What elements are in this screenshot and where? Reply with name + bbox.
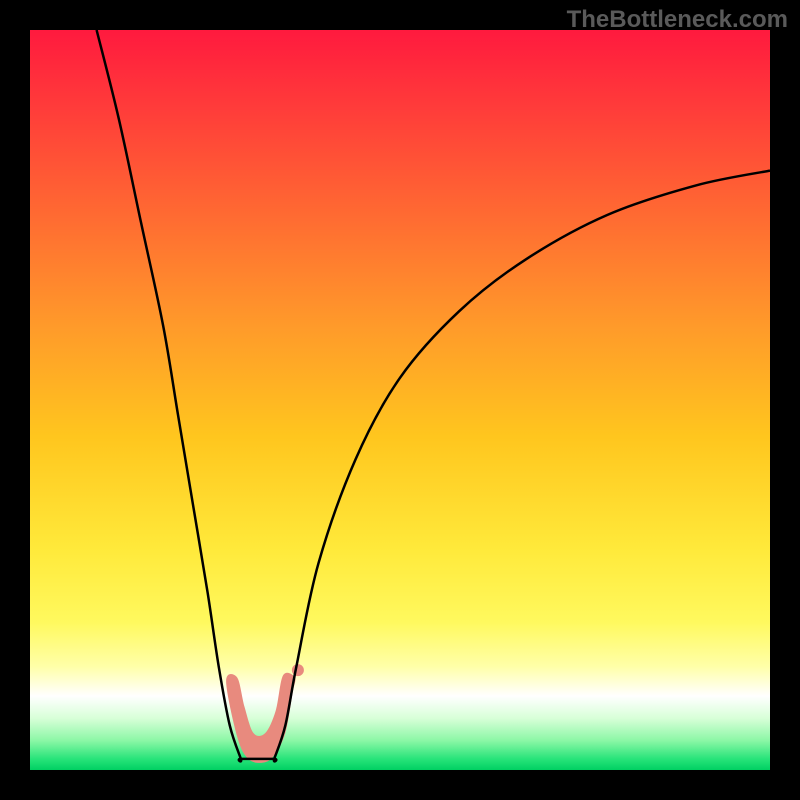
bottleneck-chart [0,0,800,800]
watermark-text: TheBottleneck.com [567,6,788,34]
plot-background [30,30,770,770]
chart-frame: TheBottleneck.com [0,0,800,800]
